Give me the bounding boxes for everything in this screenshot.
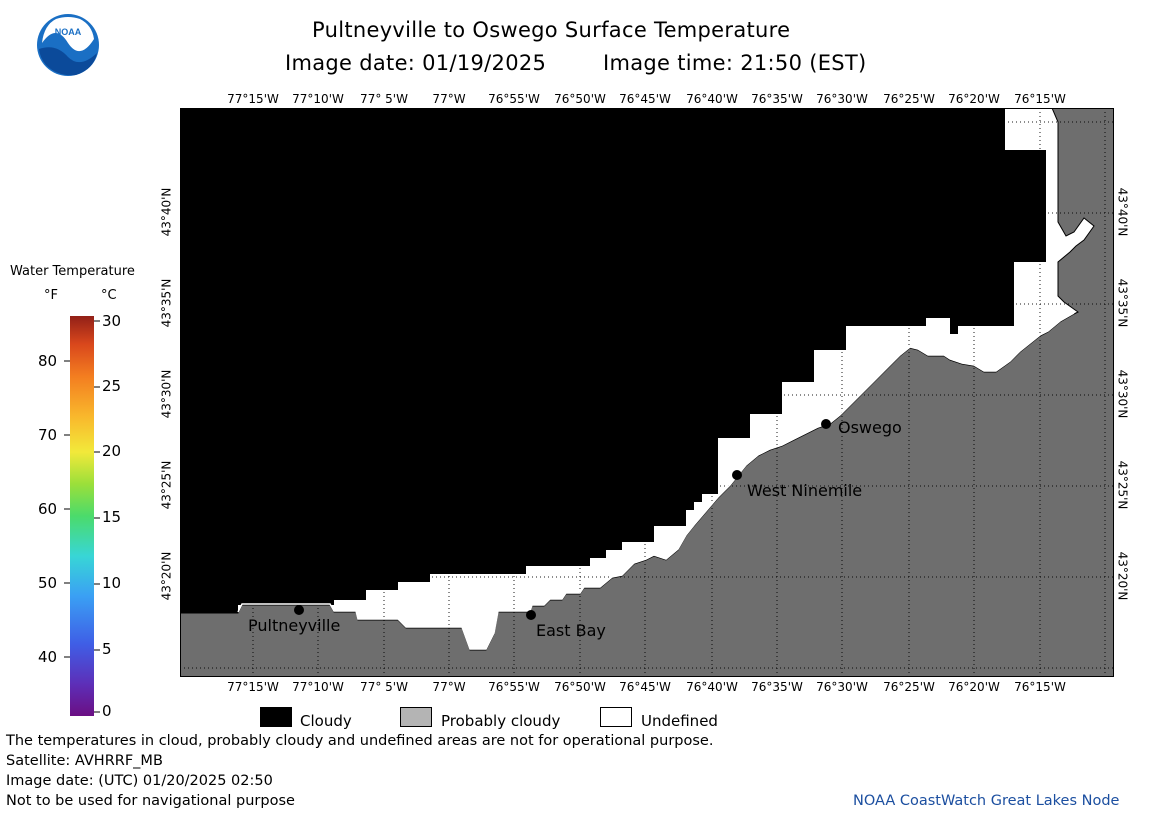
- lon-label-top: 76°35'W: [751, 92, 803, 106]
- lon-label-bottom: 76°50'W: [554, 680, 606, 694]
- lat-label-left: 43°25'N: [159, 460, 174, 510]
- lon-label-top: 76°50'W: [554, 92, 606, 106]
- lon-label-bottom: 76°30'W: [816, 680, 868, 694]
- lon-label-top: 76°15'W: [1014, 92, 1066, 106]
- image-date-label: Image date: 01/19/2025: [285, 51, 547, 75]
- disclaimer-text: The temperatures in cloud, probably clou…: [6, 733, 714, 749]
- lat-label-left: 43°35'N: [159, 278, 174, 328]
- lon-label-top: 76°25'W: [883, 92, 935, 106]
- legend-c-tick: 10: [102, 574, 122, 592]
- lon-label-top: 76°45'W: [619, 92, 671, 106]
- city-label-oswego: Oswego: [838, 418, 902, 437]
- lon-label-top: 76°20'W: [948, 92, 1000, 106]
- city-marker-east-bay: [526, 610, 536, 620]
- key-swatch-probably-cloudy: [400, 707, 432, 727]
- satellite-text: Satellite: AVHRRF_MB: [6, 753, 163, 769]
- lon-label-top: 76°30'W: [816, 92, 868, 106]
- legend-c-tick: 15: [102, 508, 122, 526]
- graticule: [180, 108, 1114, 677]
- shoreline: [237, 312, 1075, 650]
- lon-label-top: 77°10'W: [292, 92, 344, 106]
- lon-label-bottom: 76°45'W: [619, 680, 671, 694]
- lat-label-right: 43°20'N: [1115, 551, 1130, 601]
- lon-label-bottom: 76°15'W: [1014, 680, 1066, 694]
- lon-label-top: 77° 5'W: [360, 92, 408, 106]
- lon-label-bottom: 76°35'W: [751, 680, 803, 694]
- page-title: Pultneyville to Oswego Surface Temperatu…: [312, 18, 791, 42]
- legend-f-tick: 50: [38, 574, 58, 592]
- city-marker-west-ninemile: [732, 470, 742, 480]
- image-time-label: Image time: 21:50 (EST): [603, 51, 867, 75]
- temperature-colorbar: [64, 316, 100, 716]
- lat-label-right: 43°30'N: [1115, 369, 1130, 419]
- lon-label-top: 76°40'W: [686, 92, 738, 106]
- lat-label-left: 43°30'N: [159, 369, 174, 419]
- legend-f-tick: 70: [38, 426, 58, 444]
- key-label-cloudy: Cloudy: [300, 712, 352, 730]
- lon-label-top: 77°W: [432, 92, 466, 106]
- legend-f-tick: 60: [38, 500, 58, 518]
- lon-label-bottom: 77° 5'W: [360, 680, 408, 694]
- credit-text: NOAA CoastWatch Great Lakes Node: [853, 793, 1120, 809]
- key-label-undefined: Undefined: [641, 712, 718, 730]
- lon-label-top: 76°55'W: [488, 92, 540, 106]
- lon-label-bottom: 76°40'W: [686, 680, 738, 694]
- lon-label-bottom: 76°20'W: [948, 680, 1000, 694]
- legend-f-tick: 40: [38, 648, 58, 666]
- image-date-utc-text: Image date: (UTC) 01/20/2025 02:50: [6, 773, 273, 789]
- lat-label-right: 43°40'N: [1115, 187, 1130, 237]
- noaa-logo: NOAA: [37, 14, 99, 76]
- legend-c-tick: 30: [102, 312, 122, 330]
- legend-c-tick: 20: [102, 442, 122, 460]
- legend-c-tick: 0: [102, 702, 112, 720]
- city-label-east-bay: East Bay: [536, 621, 606, 640]
- lat-label-right: 43°35'N: [1115, 278, 1130, 328]
- city-marker-pultneyville: [294, 605, 304, 615]
- navigation-warning-text: Not to be used for navigational purpose: [6, 793, 295, 809]
- key-label-probably-cloudy: Probably cloudy: [441, 712, 561, 730]
- legend-title: Water Temperature: [10, 264, 135, 279]
- city-label-pultneyville: Pultneyville: [248, 616, 341, 635]
- key-swatch-cloudy: [260, 707, 292, 727]
- lon-label-top: 77°15'W: [227, 92, 279, 106]
- legend-f-tick: 80: [38, 352, 58, 370]
- lon-label-bottom: 76°55'W: [488, 680, 540, 694]
- key-swatch-undefined: [600, 707, 632, 727]
- lat-label-left: 43°40'N: [159, 187, 174, 237]
- lon-label-bottom: 77°W: [432, 680, 466, 694]
- legend-unit-c: °C: [101, 288, 117, 303]
- legend-c-tick: 5: [102, 640, 112, 658]
- svg-text:NOAA: NOAA: [55, 27, 82, 37]
- lat-label-right: 43°25'N: [1115, 460, 1130, 510]
- lon-label-bottom: 77°10'W: [292, 680, 344, 694]
- legend-c-tick: 25: [102, 377, 122, 395]
- lat-label-left: 43°20'N: [159, 551, 174, 601]
- city-label-west-ninemile: West Ninemile: [747, 481, 863, 500]
- city-marker-oswego: [821, 419, 831, 429]
- map-panel: [180, 108, 1114, 677]
- lon-label-bottom: 77°15'W: [227, 680, 279, 694]
- lon-label-bottom: 76°25'W: [883, 680, 935, 694]
- legend-unit-f: °F: [44, 288, 58, 303]
